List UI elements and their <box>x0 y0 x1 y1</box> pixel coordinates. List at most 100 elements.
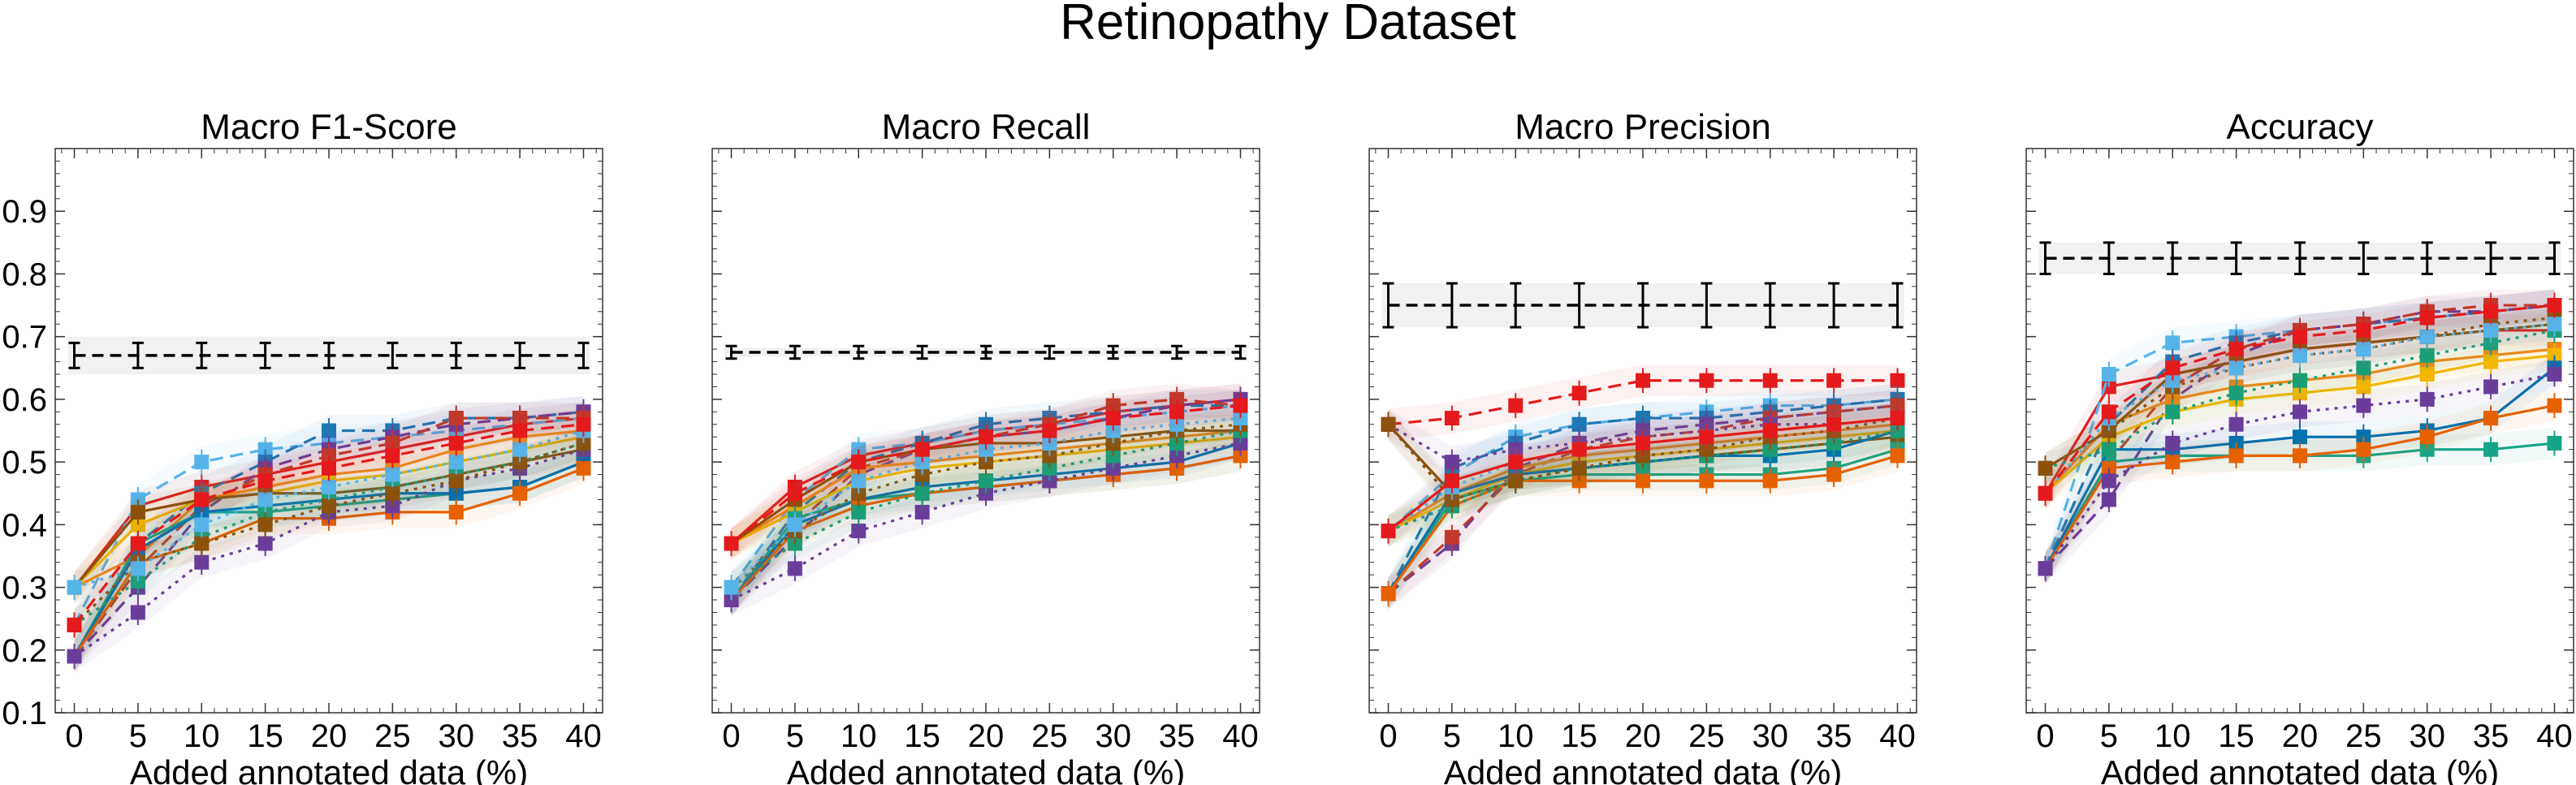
series-16 <box>724 390 1248 559</box>
data-point <box>322 460 336 476</box>
series-band <box>74 396 584 672</box>
x-tick-label: 30 <box>438 718 474 754</box>
plot-area <box>724 344 1248 616</box>
data-point <box>1699 429 1714 445</box>
x-tick-label: 35 <box>2473 718 2509 754</box>
data-point <box>724 536 739 551</box>
data-point <box>194 492 210 507</box>
data-point <box>1699 373 1714 388</box>
data-point <box>2547 435 2562 451</box>
x-axis-label: Added annotated data (%) <box>1444 753 1842 785</box>
data-point <box>2483 442 2499 457</box>
data-point <box>67 617 82 632</box>
panel-title: Accuracy <box>2227 107 2374 147</box>
data-point <box>1233 398 1248 413</box>
data-point <box>1571 442 1587 457</box>
x-tick-label: 0 <box>65 718 83 754</box>
series-line <box>730 423 1241 589</box>
data-point <box>448 504 464 520</box>
data-point <box>787 485 802 501</box>
panels: 0.1 0.2 0.3 0.4 0.5 0.6 0.7 0.8 0.9 0 5 10 15 20 25 30 3… <box>2 107 2574 785</box>
data-point <box>979 429 993 445</box>
y-tick-label: 0.3 <box>2 571 47 606</box>
data-point <box>851 455 867 470</box>
data-point <box>1890 448 1905 464</box>
data-point <box>2483 379 2499 395</box>
x-tick-label: 35 <box>502 718 538 754</box>
panel-title: Macro F1-Score <box>201 107 456 147</box>
data-point <box>2293 373 2307 388</box>
data-point <box>2228 342 2244 357</box>
data-point <box>2483 304 2499 319</box>
data-point <box>1444 455 1459 470</box>
data-point <box>2101 404 2116 420</box>
data-point <box>851 524 867 539</box>
data-point <box>448 435 464 451</box>
data-point <box>2293 347 2307 363</box>
data-point <box>2419 367 2435 382</box>
data-point <box>851 504 867 520</box>
y-tick-label: 0.9 <box>2 194 47 230</box>
series-line <box>1387 429 1898 533</box>
data-point <box>1762 373 1778 388</box>
series-16 <box>1381 402 1905 547</box>
data-point <box>2038 460 2053 476</box>
data-point <box>194 554 210 570</box>
series-line <box>2044 304 2555 570</box>
data-point <box>2547 298 2562 313</box>
data-point <box>512 423 528 438</box>
series-line <box>1388 379 1898 426</box>
x-tick-label: 15 <box>2218 718 2254 754</box>
series-band <box>74 408 584 641</box>
data-point <box>2356 322 2371 338</box>
plot-area <box>1381 282 1905 610</box>
data-point <box>2483 322 2499 338</box>
series-band <box>731 408 1241 603</box>
data-point <box>1381 416 1396 432</box>
data-point <box>448 455 464 470</box>
y-tick-label: 0.4 <box>2 507 47 543</box>
data-point <box>1636 435 1650 451</box>
data-point <box>1571 386 1587 401</box>
x-tick-label: 5 <box>1443 718 1461 754</box>
plot-area <box>2038 241 2562 584</box>
x-tick-label: 15 <box>904 718 940 754</box>
series-band <box>2045 289 2555 584</box>
data-point <box>979 473 993 489</box>
y-tick-label: 0.7 <box>2 320 47 356</box>
data-point <box>2228 386 2244 401</box>
data-point <box>130 504 145 520</box>
data-point <box>1444 529 1459 545</box>
data-point <box>2356 360 2371 376</box>
data-point <box>1699 473 1714 489</box>
series-12 <box>2038 358 2562 584</box>
data-point <box>2293 448 2307 464</box>
x-tick-label: 0 <box>722 718 740 754</box>
data-point <box>914 504 930 520</box>
data-point <box>1508 473 1524 489</box>
data-point <box>1762 473 1778 489</box>
data-point <box>787 561 802 576</box>
x-tick-label: 40 <box>1879 718 1916 754</box>
series-line <box>2044 316 2555 470</box>
x-tick-label: 10 <box>841 718 877 754</box>
y-tick-label: 0.5 <box>2 445 47 481</box>
x-tick-label: 25 <box>1688 718 1725 754</box>
data-point <box>1826 416 1842 432</box>
x-tick-label: 15 <box>247 718 283 754</box>
data-point <box>2483 411 2499 426</box>
series-line <box>1387 398 1898 595</box>
data-point <box>2547 398 2562 413</box>
data-point <box>1762 423 1778 438</box>
x-tick-label: 35 <box>1159 718 1195 754</box>
data-point <box>2101 492 2116 507</box>
data-point <box>2356 398 2371 413</box>
data-point <box>194 536 210 551</box>
data-point <box>2547 367 2562 382</box>
data-point <box>724 580 739 595</box>
data-point <box>2293 329 2307 344</box>
data-point <box>2165 435 2181 451</box>
data-point <box>130 605 145 620</box>
x-tick-label: 10 <box>184 718 220 754</box>
data-point <box>130 536 145 551</box>
